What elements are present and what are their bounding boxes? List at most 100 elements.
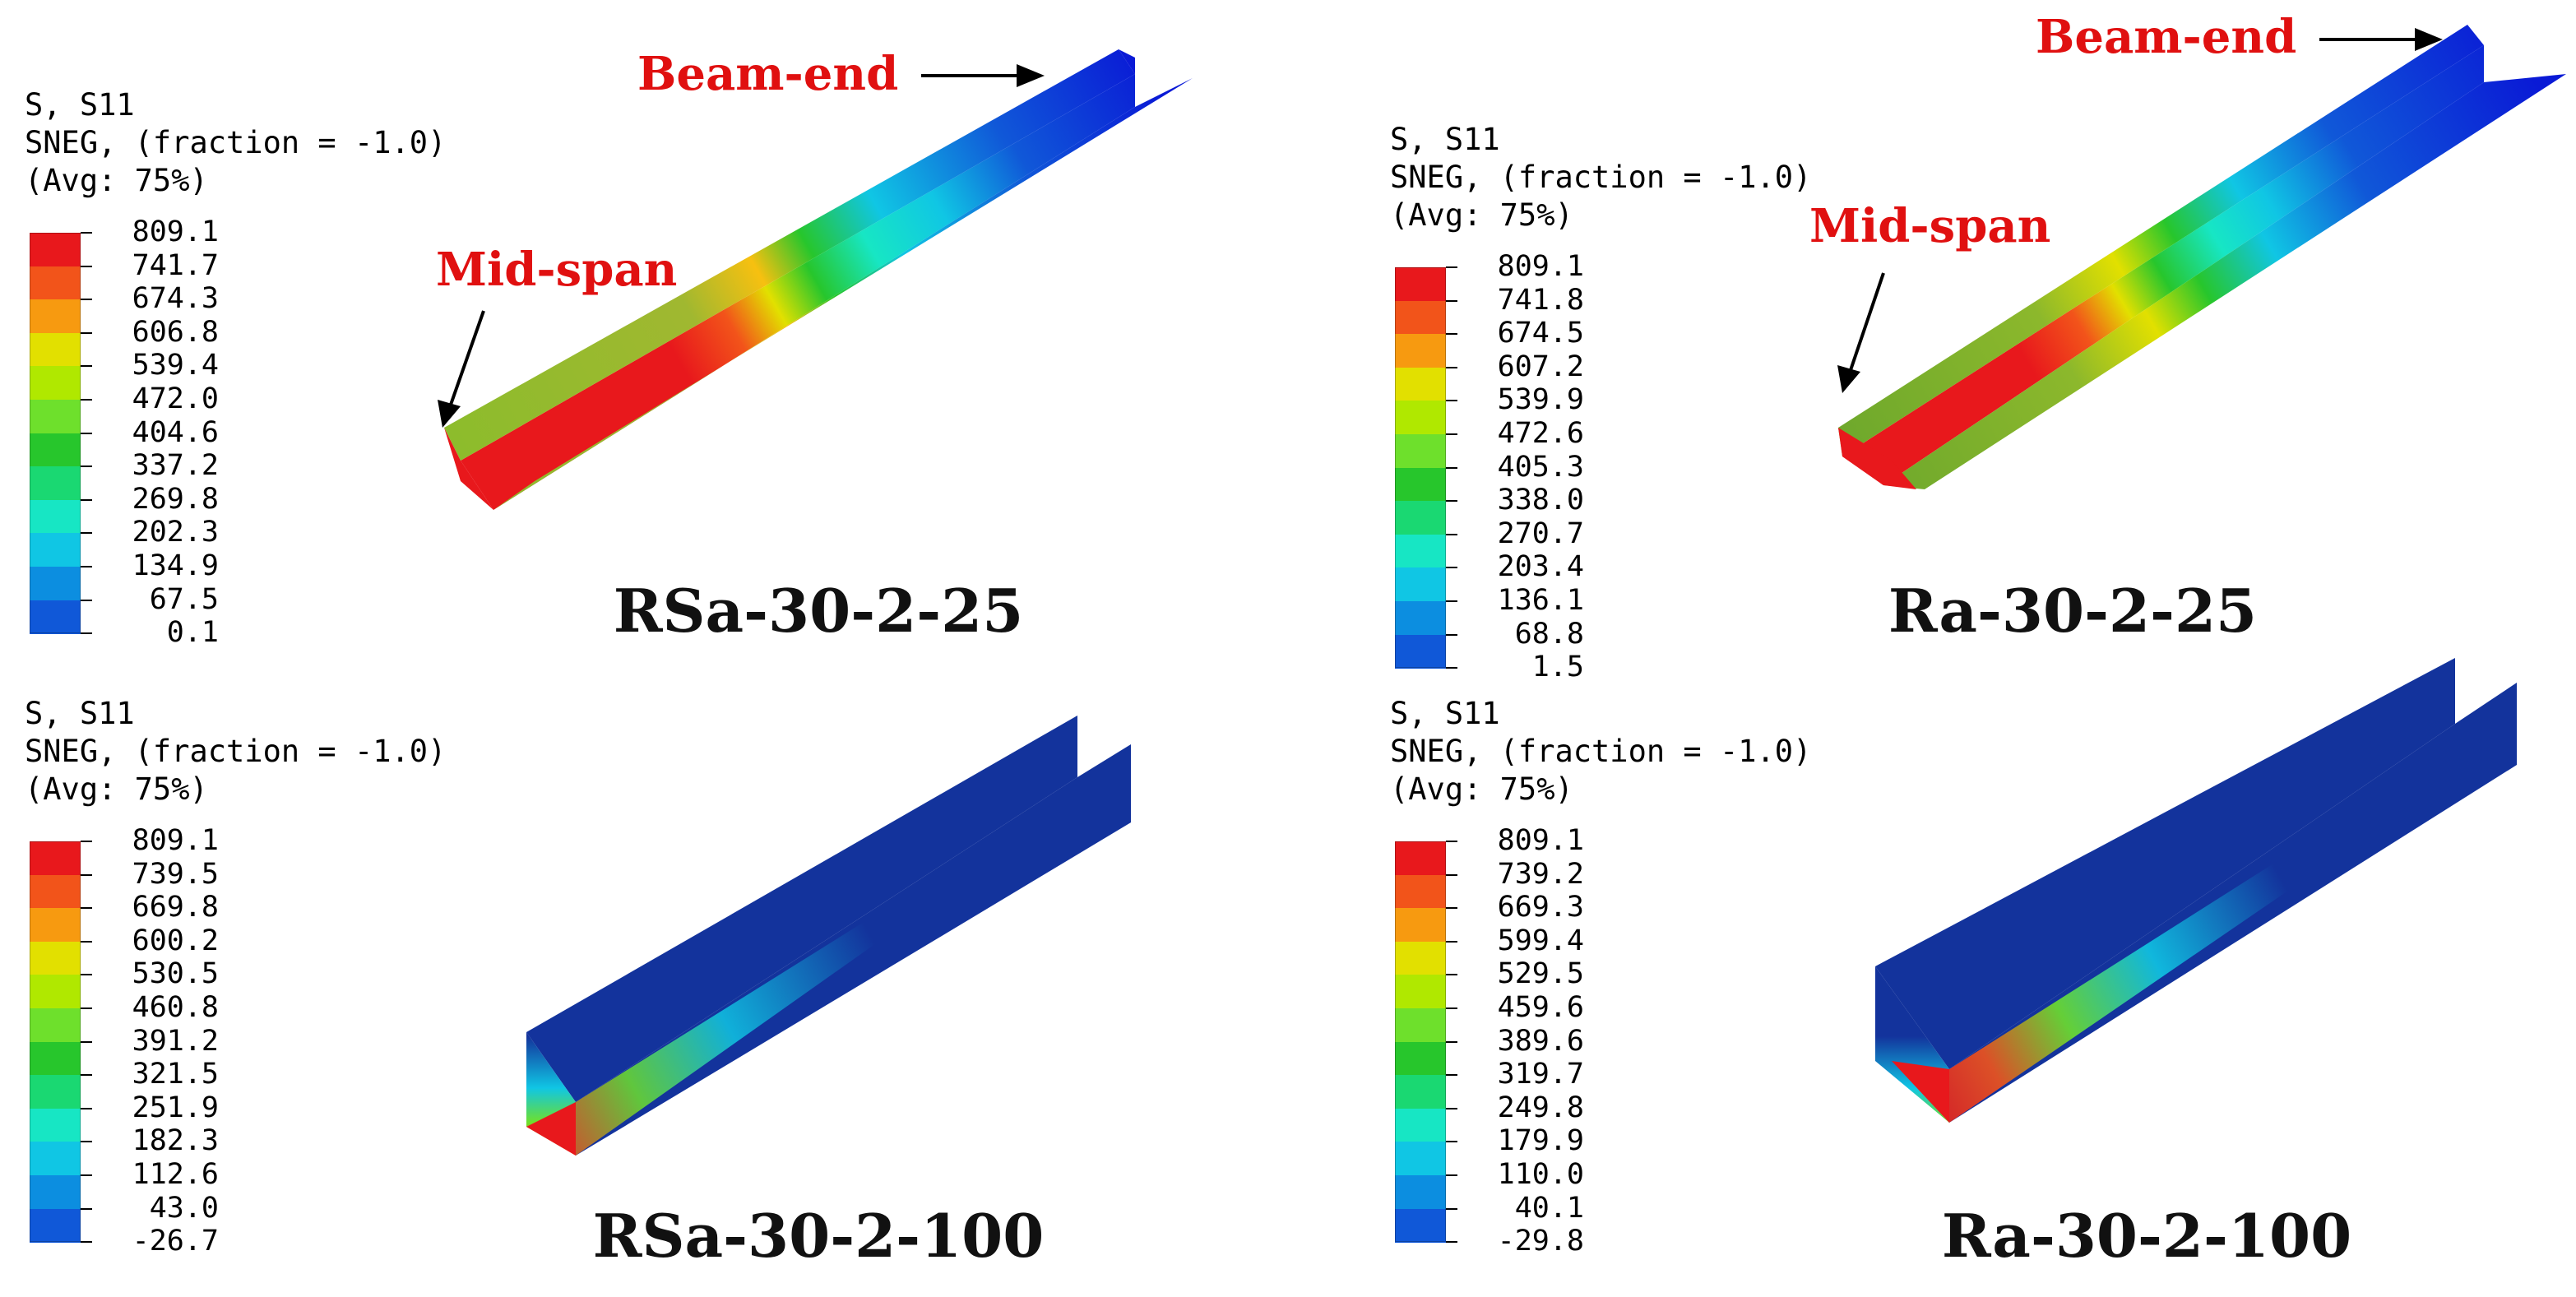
legend-tick-mark [81, 841, 92, 842]
panel-caption: Ra-30-2-100 [1941, 1201, 2352, 1271]
legend-tick-mark [81, 1007, 92, 1009]
legend-color-swatch [30, 1041, 81, 1077]
legend-color-swatch [1395, 908, 1446, 943]
legend-tick-mark [1446, 1007, 1457, 1009]
legend-tick-mark [1446, 1074, 1457, 1077]
legend-tick-mark [81, 1074, 92, 1077]
legend-title-line: (Avg: 75%) [1390, 197, 1573, 233]
legend-color-swatch [30, 233, 81, 267]
beam-end-label: Beam-end [637, 47, 899, 101]
legend-color-swatch [1395, 1041, 1446, 1077]
legend-tick-label: 472.6 [1497, 417, 1584, 450]
legend-tick-label: 741.7 [132, 248, 219, 282]
legend-color-swatch [30, 433, 81, 468]
legend-tick-label: 319.7 [1497, 1058, 1584, 1091]
legend-tick-label: 67.5 [149, 582, 219, 616]
legend-color-bar [1395, 267, 1446, 668]
legend-tick-mark [1446, 299, 1457, 302]
legend-tick-label: 40.1 [1514, 1191, 1584, 1225]
legend-title-line: S, S11 [1390, 696, 1500, 731]
panel-caption: RSa-30-2-100 [592, 1201, 1045, 1271]
legend-color-swatch [30, 499, 81, 535]
legend-tick-mark [1446, 633, 1457, 636]
legend-tick-label: 321.5 [132, 1058, 219, 1091]
legend-tick-label: 472.0 [132, 382, 219, 415]
legend-color-swatch [30, 332, 81, 368]
legend-tick-label: 739.2 [1497, 857, 1584, 891]
legend-color-bar [30, 841, 81, 1242]
legend-tick-mark [1446, 873, 1457, 876]
legend-tick-mark [1446, 1107, 1457, 1109]
legend-color-swatch [1395, 941, 1446, 976]
legend-color-swatch [1395, 501, 1446, 535]
legend-color-swatch [1395, 334, 1446, 368]
legend-tick-label: 337.2 [132, 449, 219, 483]
legend-tick-mark [1446, 266, 1457, 268]
legend-title-line: S, S11 [25, 87, 135, 123]
legend-tick-label: 338.0 [1497, 484, 1584, 517]
legend-tick-mark [81, 331, 92, 334]
legend-tick-mark [81, 940, 92, 943]
legend-color-swatch [1395, 267, 1446, 302]
legend-tick-mark [81, 1107, 92, 1109]
legend-tick-mark [81, 599, 92, 601]
legend-tick-mark [1446, 1141, 1457, 1143]
legend-tick-mark [1446, 533, 1457, 535]
legend-title-line: (Avg: 75%) [25, 163, 208, 198]
beam-end-label: Beam-end [2036, 10, 2297, 64]
legend-tick-mark [1446, 400, 1457, 402]
legend-tick-label: 43.0 [149, 1191, 219, 1225]
legend-color-swatch [30, 941, 81, 976]
legend-color-swatch [1395, 1175, 1446, 1210]
legend-tick-label: 529.5 [1497, 957, 1584, 991]
legend-tick-label: 391.2 [132, 1024, 219, 1058]
legend-tick-label: 112.6 [132, 1158, 219, 1191]
legend-title-line: SNEG, (fraction = -1.0) [1390, 160, 1812, 195]
legend-tick-mark [81, 365, 92, 368]
legend-tick-mark [1446, 940, 1457, 943]
legend-color-swatch [1395, 467, 1446, 503]
legend-tick-label: 530.5 [132, 957, 219, 991]
beam-model-ra-30-2-100 [1875, 658, 2517, 1123]
legend-tick-label: 600.2 [132, 924, 219, 957]
legend-tick-label: 389.6 [1497, 1024, 1584, 1058]
legend-tick-mark [1446, 500, 1457, 503]
panel-caption: RSa-30-2-25 [613, 576, 1024, 646]
legend-tick-label: 251.9 [132, 1091, 219, 1124]
legend-color-swatch [30, 908, 81, 943]
beam-model-rsa-30-2-100 [526, 716, 1131, 1156]
legend-title-line: SNEG, (fraction = -1.0) [25, 125, 447, 160]
legend-tick-label: 460.8 [132, 991, 219, 1024]
legend-color-bar [1395, 841, 1446, 1242]
mid-span-label: Mid-span [1809, 199, 2051, 253]
legend-color-swatch [30, 1108, 81, 1143]
annotation-arrows [438, 28, 2443, 428]
legend-tick-mark [1446, 366, 1457, 368]
legend-tick-label: 404.6 [132, 415, 219, 449]
legend-tick-label: 739.5 [132, 857, 219, 891]
legend-tick-mark [1446, 1207, 1457, 1210]
legend-tick-label: 269.8 [132, 482, 219, 516]
legend-tick-mark [81, 399, 92, 401]
legend-tick-label: -29.8 [1497, 1225, 1584, 1258]
legend-tick-label: 136.1 [1497, 584, 1584, 617]
legend-tick-mark [1446, 907, 1457, 910]
legend-tick-label: 741.8 [1497, 283, 1584, 317]
legend-tick-label: 669.3 [1497, 891, 1584, 924]
legend-color-swatch [30, 366, 81, 401]
legend-tick-mark [81, 1207, 92, 1210]
legend-tick-mark [81, 632, 92, 635]
legend-color-swatch [30, 1175, 81, 1210]
legend-color-swatch [30, 1142, 81, 1176]
legend-tick-mark [81, 232, 92, 234]
legend-color-swatch [1395, 1008, 1446, 1043]
panel-caption: Ra-30-2-25 [1888, 576, 2258, 646]
legend-color-swatch [1395, 601, 1446, 636]
legend-tick-label: 539.4 [132, 349, 219, 382]
legend-tick-mark [81, 1174, 92, 1176]
legend-color-swatch [1395, 401, 1446, 435]
legend-tick-label: 203.4 [1497, 550, 1584, 584]
legend-title-line: (Avg: 75%) [25, 771, 208, 807]
